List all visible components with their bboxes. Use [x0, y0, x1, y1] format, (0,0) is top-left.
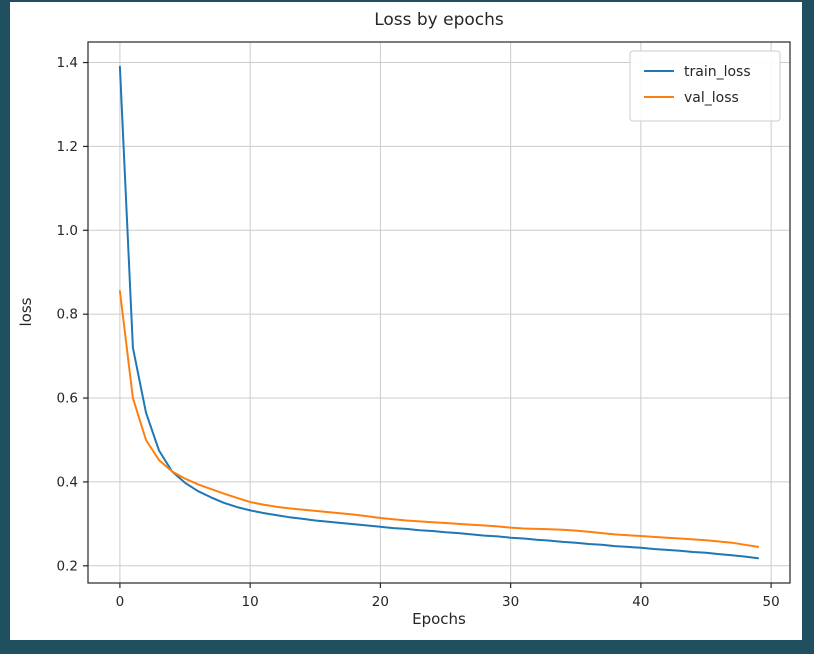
figure-canvas: 0 10 20 30 40 50 0.2 0.4 0.6 0.8 1.0 1.2 1.4 train_lo… — [10, 2, 802, 640]
grid — [88, 42, 790, 583]
y-tick-label: 0.6 — [57, 391, 78, 407]
legend: train_loss val_loss — [629, 50, 781, 122]
train-loss-line — [118, 65, 760, 560]
legend-label: val_loss — [684, 90, 739, 106]
y-tick-label: 1.2 — [57, 139, 78, 155]
x-tick-label: 0 — [116, 594, 125, 610]
x-tick-label: 50 — [763, 594, 780, 610]
x-axis: 0 10 20 30 40 50 — [116, 583, 780, 610]
x-tick-label: 30 — [502, 594, 519, 610]
x-tick-label: 40 — [632, 594, 649, 610]
legend-label: train_loss — [684, 64, 751, 80]
y-axis: 0.2 0.4 0.6 0.8 1.0 1.2 1.4 — [57, 55, 88, 574]
loss-chart: 0 10 20 30 40 50 0.2 0.4 0.6 0.8 1.0 1.2 1.4 train_lo… — [57, 41, 791, 610]
axes-spines — [87, 41, 791, 584]
y-tick-label: 1.0 — [57, 223, 78, 239]
y-tick-label: 0.2 — [57, 558, 78, 574]
x-tick-label: 20 — [372, 594, 389, 610]
y-tick-label: 0.4 — [57, 474, 78, 490]
y-tick-label: 0.8 — [57, 307, 78, 323]
y-axis-label: loss — [17, 297, 35, 327]
x-axis-label: Epochs — [412, 610, 466, 628]
x-tick-label: 10 — [242, 594, 259, 610]
y-tick-label: 1.4 — [57, 55, 78, 71]
chart-title: Loss by epochs — [374, 10, 504, 30]
val-loss-line — [118, 290, 760, 548]
